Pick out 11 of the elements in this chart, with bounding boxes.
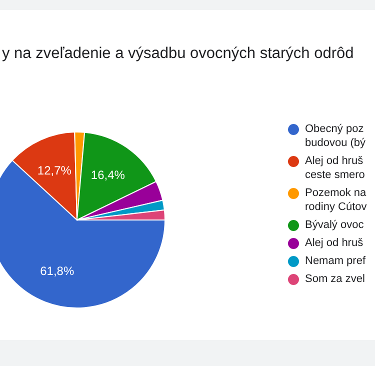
legend-label: Alej od hruš [305,236,364,250]
legend-label: Nemam pref [305,254,366,268]
data-label: 61,8% [40,264,74,278]
legend-label: Obecný poz budovou (bý [305,122,366,150]
data-label: 12,7% [37,163,72,178]
legend-label: Bývalý ovoc [305,218,364,232]
legend-label: Alej od hruš ceste smero [305,154,365,182]
legend-label: Som za zvel [305,272,365,286]
chart-title: y na zveľadenie a výsadbu ovocných starých odrôd [2,45,354,63]
data-label: 16,4% [90,168,126,182]
legend-label: Pozemok na rodiny Cútov [305,186,367,214]
